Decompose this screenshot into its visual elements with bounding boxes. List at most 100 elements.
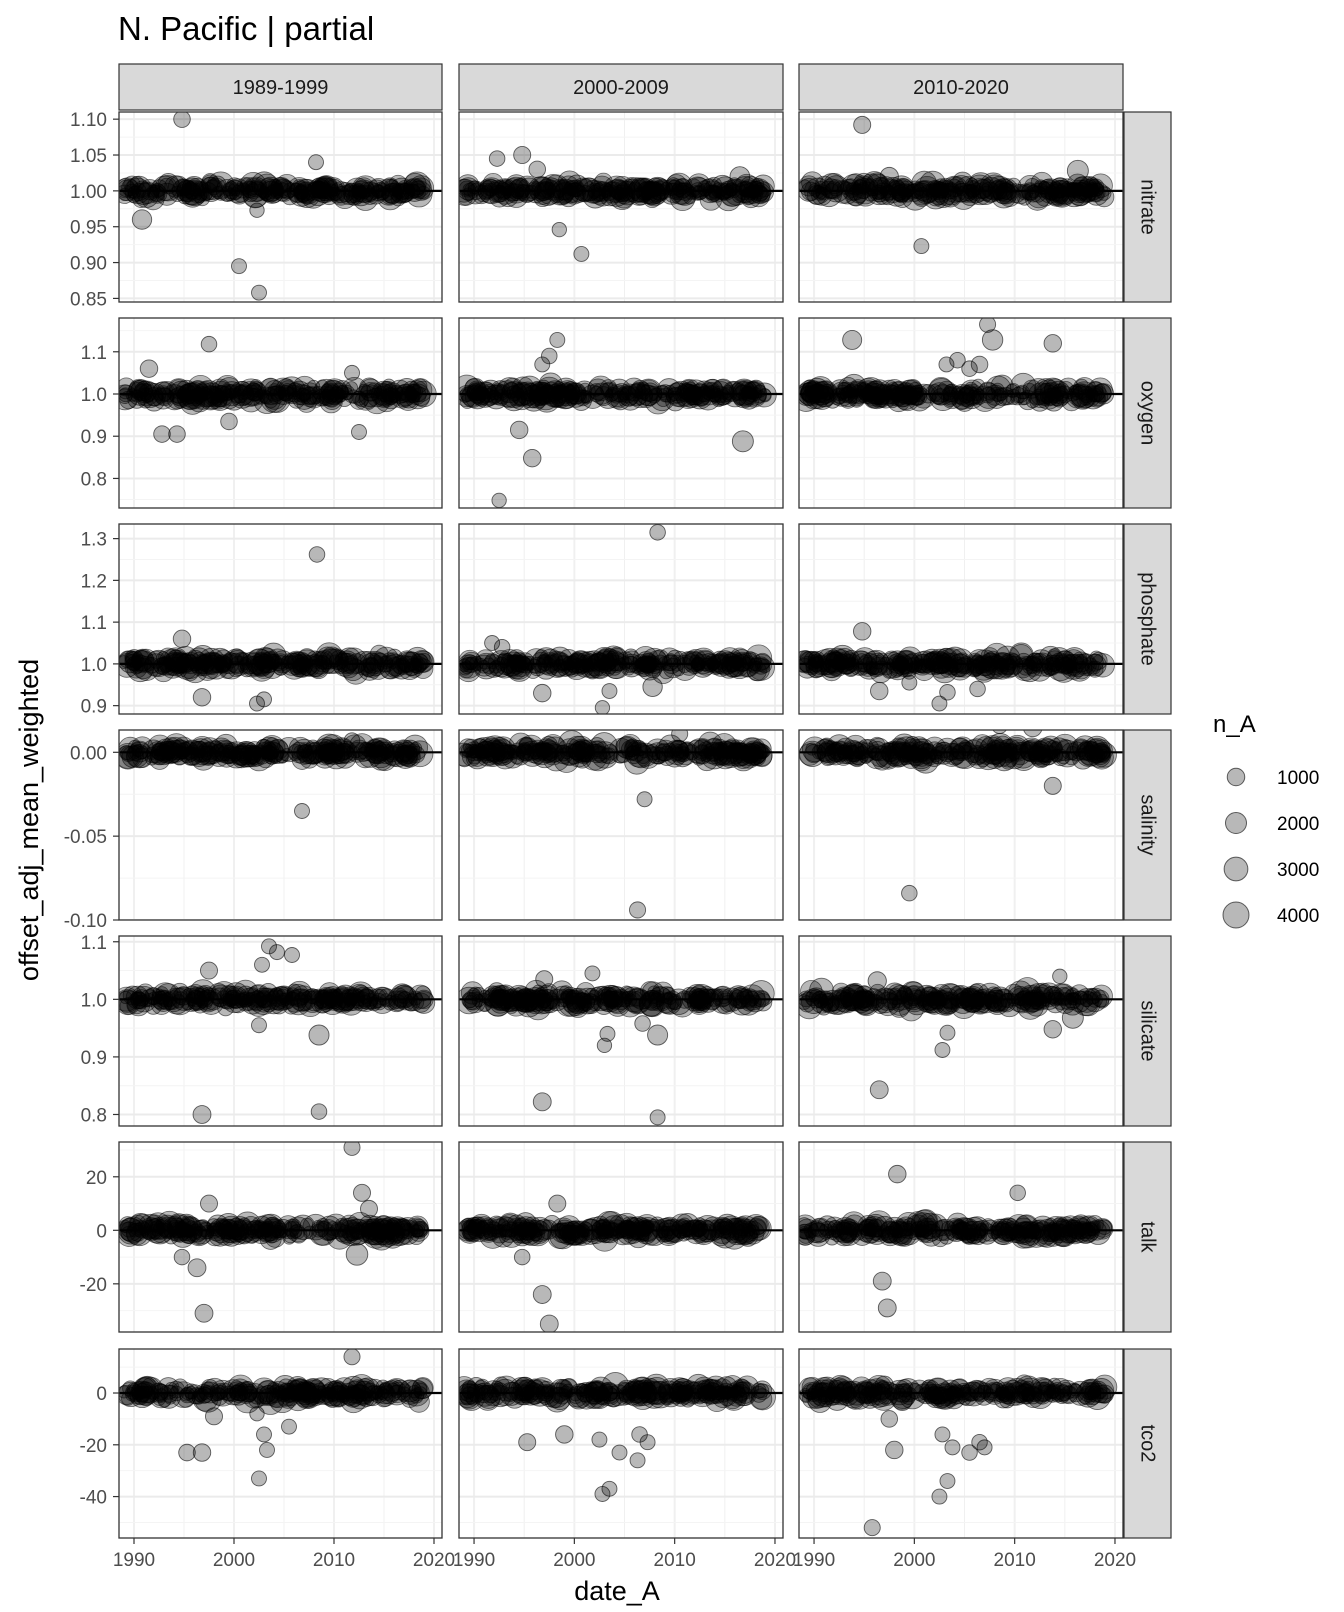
- data-point: [488, 150, 506, 167]
- data-point: [478, 385, 499, 407]
- panel-border: [458, 111, 784, 303]
- data-point: [799, 1223, 816, 1246]
- column-strip-box: [118, 63, 443, 111]
- data-point: [494, 384, 509, 399]
- y-tick-label: 0.90: [70, 254, 107, 275]
- data-point: [805, 656, 827, 678]
- y-tick-label: 0.9: [81, 697, 107, 718]
- data-point: [173, 1248, 191, 1266]
- data-point: [194, 1303, 214, 1323]
- data-point: [852, 622, 872, 641]
- data-point: [311, 385, 325, 400]
- data-point: [345, 1243, 369, 1266]
- data-point: [291, 384, 317, 410]
- y-tick-label: 0.8: [81, 1105, 107, 1126]
- data-point: [569, 652, 587, 671]
- panel-background: [119, 112, 442, 302]
- data-point: [997, 1226, 1011, 1240]
- data-point: [671, 730, 689, 743]
- data-point: [300, 183, 326, 209]
- data-point: [181, 385, 204, 408]
- data-point: [231, 258, 247, 275]
- data-point: [961, 360, 978, 377]
- data-point: [196, 741, 221, 766]
- data-point: [131, 209, 153, 230]
- data-point: [751, 185, 769, 203]
- data-point: [171, 739, 189, 758]
- data-point: [970, 355, 989, 374]
- data-point: [877, 1298, 897, 1318]
- row-strip-label: silicate: [1137, 1000, 1159, 1061]
- data-point: [570, 184, 589, 203]
- data-point: [633, 657, 654, 677]
- data-point: [120, 746, 137, 762]
- data-point: [649, 524, 666, 541]
- data-point: [1022, 659, 1038, 675]
- data-point: [390, 1221, 415, 1246]
- facet-panel: [798, 523, 1124, 715]
- panel-background: [459, 524, 783, 714]
- data-point: [158, 177, 175, 194]
- data-point: [652, 654, 669, 671]
- data-point: [813, 387, 832, 406]
- data-point: [256, 691, 272, 708]
- data-point: [240, 177, 256, 193]
- facet-panel: [458, 317, 784, 509]
- data-point: [879, 166, 899, 187]
- data-point: [294, 803, 310, 819]
- panel-background: [119, 524, 442, 714]
- data-point: [516, 743, 533, 759]
- points: [119, 546, 435, 712]
- panel-border: [118, 111, 443, 303]
- data-point: [551, 221, 567, 238]
- facet-panel: [118, 317, 443, 509]
- data-point: [671, 654, 698, 681]
- facet-panel: [798, 1141, 1124, 1333]
- data-point: [165, 661, 180, 676]
- facet-panels: 1989-1999 2000-2009 2010-2020nitrate0.850.…: [64, 63, 1172, 1571]
- data-point: [1066, 159, 1089, 182]
- data-point: [739, 175, 762, 199]
- panel-background: [799, 936, 1123, 1126]
- data-point: [492, 653, 518, 679]
- data-point: [459, 180, 475, 196]
- y-tick-label: 1.00: [70, 182, 107, 203]
- data-point: [308, 154, 324, 171]
- column-strip: 2010-2020: [798, 63, 1124, 111]
- data-point: [1054, 1216, 1077, 1238]
- data-point: [532, 1285, 552, 1304]
- data-point: [746, 1217, 767, 1238]
- data-point: [547, 646, 573, 672]
- data-point: [743, 184, 763, 204]
- y-tick-label: 0.9: [81, 427, 107, 448]
- data-point: [513, 1248, 531, 1266]
- column-strip-box: [798, 63, 1124, 111]
- data-point: [979, 318, 997, 333]
- data-point: [977, 381, 998, 402]
- data-point: [179, 1226, 197, 1244]
- facet-panel: [798, 111, 1124, 303]
- data-point: [248, 655, 275, 682]
- data-point: [323, 1213, 349, 1240]
- data-point: [584, 965, 601, 982]
- data-point: [847, 743, 870, 766]
- data-point: [799, 656, 819, 679]
- data-point: [879, 652, 907, 679]
- data-point: [665, 391, 686, 412]
- data-point: [932, 188, 947, 203]
- data-point: [1009, 1184, 1026, 1202]
- data-point: [842, 329, 863, 350]
- data-point: [993, 184, 1013, 205]
- data-point: [1023, 730, 1043, 738]
- facet-panel: [798, 317, 1124, 509]
- data-point: [389, 654, 414, 680]
- panel-background: [799, 524, 1123, 714]
- data-point: [955, 176, 981, 202]
- data-point: [1083, 738, 1108, 763]
- data-point: [1035, 982, 1063, 1010]
- data-point: [249, 202, 265, 218]
- data-point: [463, 180, 488, 205]
- data-point: [200, 961, 218, 980]
- data-point: [928, 376, 954, 403]
